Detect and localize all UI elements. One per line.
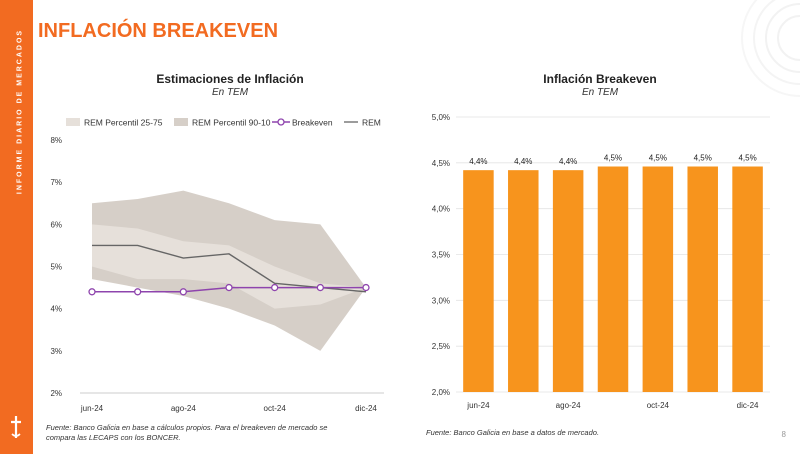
legend-label: REM Percentil 90-10	[192, 118, 271, 128]
bar	[463, 170, 494, 392]
y-tick-label: 2,0%	[432, 388, 450, 397]
right-chart-subtitle: En TEM	[581, 87, 619, 98]
y-tick-label: 6%	[50, 220, 62, 229]
legend-marker-breakeven	[277, 118, 285, 126]
legend-swatch-25-75	[66, 118, 80, 126]
data-label: 4,4%	[469, 157, 487, 166]
y-tick-label: 8%	[50, 136, 62, 145]
legend-item: REM Percentil 25-75	[66, 118, 163, 128]
x-tick-label: oct-24	[647, 401, 670, 410]
left-lines	[88, 244, 370, 296]
legend-item: Breakeven	[272, 118, 333, 128]
right-source: Fuente: Banco Galicia en base a datos de…	[426, 428, 600, 437]
y-tick-label: 4%	[50, 305, 62, 314]
sidebar: INFORME DIARIO DE MERCADOS	[0, 0, 33, 454]
breakeven-point	[225, 283, 233, 292]
decorative-arcs-icon	[741, 0, 800, 97]
x-tick-label: ago-24	[556, 401, 581, 410]
right-chart: 2,0%2,5%3,0%3,5%4,0%4,5%5,0% 4,4%jun-244…	[432, 113, 770, 410]
y-tick-label: 4,5%	[432, 159, 450, 168]
legend-item: REM	[344, 118, 381, 128]
right-chart-title: Inflación Breakeven	[543, 72, 657, 86]
x-tick-label: dic-24	[355, 404, 377, 413]
data-label: 4,5%	[604, 154, 622, 163]
data-label: 4,4%	[559, 157, 577, 166]
breakeven-point	[134, 288, 142, 296]
left-source-line-1: Fuente: Banco Galicia en base a cálculos…	[46, 423, 328, 432]
legend-label: REM Percentil 25-75	[84, 118, 163, 128]
x-tick-label: ago-24	[171, 404, 196, 413]
legend-item: REM Percentil 90-10	[174, 118, 271, 128]
y-tick-label: 7%	[50, 178, 62, 187]
left-chart-title: Estimaciones de Inflación	[156, 72, 304, 86]
legend-swatch-90-10	[174, 118, 188, 126]
bar	[597, 166, 629, 392]
page-title: INFLACIÓN BREAKEVEN	[38, 20, 279, 42]
y-tick-label: 3,0%	[432, 296, 450, 305]
x-tick-label: dic-24	[737, 401, 759, 410]
bar	[642, 166, 674, 392]
left-source-line-2: compara las LECAPS con los BONCER.	[46, 433, 181, 442]
y-tick-label: 2,5%	[432, 342, 450, 351]
y-tick-label: 3,5%	[432, 251, 450, 260]
x-tick-label: jun-24	[466, 401, 490, 410]
breakeven-point	[179, 288, 187, 296]
data-label: 4,5%	[694, 154, 712, 163]
data-label: 4,4%	[514, 157, 532, 166]
sidebar-text: INFORME DIARIO DE MERCADOS	[16, 28, 24, 195]
bar	[508, 170, 539, 392]
y-tick-label: 4,0%	[432, 205, 450, 214]
bar	[687, 166, 718, 392]
left-axes: 2% 3% 4% 5% 6% 7% 8% jun-24 ago-24 oct-24 dic-24	[50, 136, 384, 413]
page-number: 8	[781, 430, 786, 439]
y-tick-label: 5%	[50, 263, 62, 272]
left-chart: REM Percentil 25-75 REM Percentil 90-10 Br…	[50, 118, 384, 413]
cross-icon	[11, 416, 21, 438]
legend-label: Breakeven	[292, 118, 333, 128]
x-tick-label: jun-24	[80, 404, 104, 413]
bar	[552, 170, 584, 392]
breakeven-point	[88, 288, 96, 296]
left-bands	[92, 190, 366, 351]
data-label: 4,5%	[738, 154, 756, 163]
left-source: Fuente: Banco Galicia en base a cálculos…	[46, 423, 406, 443]
y-tick-label: 3%	[50, 347, 62, 356]
breakeven-point	[271, 283, 279, 292]
x-tick-label: oct-24	[264, 404, 287, 413]
right-bars: 4,4% jun-24 4,4% 4,4% ago-24 4,5% 4,5% oct-24 4,…	[463, 154, 763, 410]
breakeven-point	[362, 283, 370, 292]
data-label: 4,5%	[649, 154, 667, 163]
legend-label: REM	[362, 118, 381, 128]
left-legend: REM Percentil 25-75 REM Percentil 90-10 Br…	[66, 118, 381, 128]
y-tick-label: 2%	[50, 389, 62, 398]
y-tick-label: 5,0%	[432, 113, 450, 122]
bar	[732, 166, 763, 392]
left-chart-subtitle: En TEM	[211, 87, 249, 98]
breakeven-point	[316, 283, 324, 292]
